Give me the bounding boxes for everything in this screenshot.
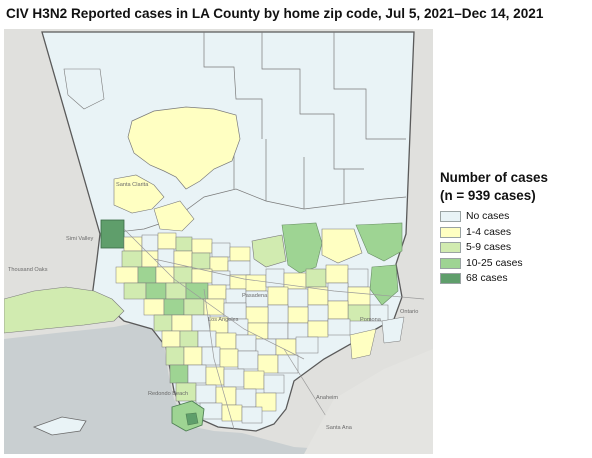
place-label-simi-valley: Simi Valley (66, 236, 93, 242)
legend-label: 10-25 cases (466, 257, 523, 269)
zip-area-northwest (63, 68, 105, 110)
zip-area-santa-clarita (113, 174, 165, 214)
zip-code-choropleth-map[interactable]: Santa Clarita Simi Valley Thousand Oaks … (4, 29, 433, 454)
legend-item-10-25-cases: 10-25 cases (440, 256, 590, 272)
place-label-santa-clarita: Santa Clarita (116, 182, 149, 188)
legend-item-68-cases: 68 cases (440, 271, 590, 287)
zip-area-mountain-10-25-b (355, 222, 403, 262)
zip-mosaic-central-east (123, 264, 389, 324)
legend-label: No cases (466, 211, 510, 223)
legend-items: No cases 1-4 cases 5-9 cases 10-25 cases… (440, 209, 590, 287)
zip-mosaic-south (143, 298, 351, 424)
legend-title-line-1: Number of cases (440, 170, 548, 185)
map-legend: Number of cases (n = 939 cases) No cases… (440, 169, 590, 287)
zip-area-mountain-5-9 (251, 234, 287, 268)
legend-title-line-2: (n = 939 cases) (440, 188, 536, 203)
zip-area-pomona-1-4 (349, 328, 377, 360)
zip-area-north-1-4 (127, 106, 241, 190)
place-label-ontario: Ontario (400, 309, 418, 315)
zip-area-68-cases (100, 219, 125, 249)
legend-swatch (440, 242, 461, 254)
zip-area-mountain-10-25-a (281, 222, 323, 274)
legend-item-1-4-cases: 1-4 cases (440, 225, 590, 241)
place-label-los-angeles: Los Angeles (208, 317, 239, 323)
place-label-anaheim: Anaheim (316, 395, 338, 401)
zip-area-east-edge (381, 316, 405, 344)
place-label-santa-ana: Santa Ana (326, 425, 353, 431)
zip-mosaic-san-fernando-valley (115, 232, 251, 290)
catalina-island (32, 416, 87, 436)
zip-area-palos-verdes-core (185, 412, 199, 426)
legend-label: 5-9 cases (466, 242, 512, 254)
legend-swatch (440, 257, 461, 269)
place-label-redondo-beach: Redondo Beach (148, 391, 188, 397)
zip-area-malibu-5-9 (4, 286, 125, 334)
place-label-pomona: Pomona (360, 317, 382, 323)
map-canvas: Santa Clarita Simi Valley Thousand Oaks … (4, 29, 433, 454)
pacific-ocean (4, 321, 339, 454)
legend-item-no-cases: No cases (440, 209, 590, 225)
legend-swatch (440, 226, 461, 238)
zip-area-mountain-1-4 (321, 228, 363, 264)
place-label-thousand-oaks: Thousand Oaks (8, 267, 48, 273)
legend-item-5-9-cases: 5-9 cases (440, 240, 590, 256)
orange-county-area (304, 349, 433, 454)
legend-swatch (440, 211, 461, 223)
place-label-pasadena: Pasadena (242, 293, 268, 299)
legend-label: 1-4 cases (466, 226, 512, 238)
zip-boundaries-north (99, 32, 407, 235)
zip-area-canyon-1-4 (153, 200, 195, 232)
map-title: CIV H3N2 Reported cases in LA County by … (6, 6, 544, 21)
legend-swatch (440, 273, 461, 285)
legend-label: 68 cases (466, 273, 508, 285)
